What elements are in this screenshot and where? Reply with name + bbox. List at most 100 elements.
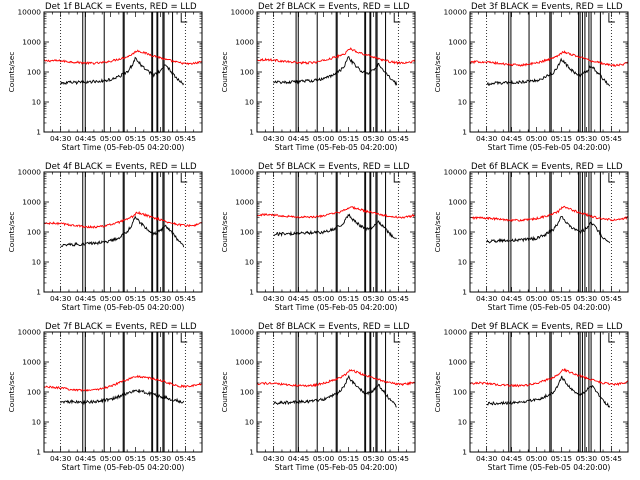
x-tick-label: 05:15 [551,134,573,143]
x-tick-label: 04:45 [75,294,97,303]
x-tick-label: 05:00 [313,294,335,303]
panel-5: Det 5f BLACK = Events, RED = LLD 1 10 100 10… [220,162,416,312]
x-tick-label: 05:00 [313,454,335,463]
x-tick-label: 05:00 [313,134,335,143]
y-tick-label: 10 [458,418,468,427]
y-tick-label: 1000 [448,38,467,47]
y-tick-label: 100 [453,388,467,397]
x-tick-label: 05:45 [388,454,410,463]
y-tick-label: 1 [36,288,41,297]
y-axis-title: Counts/sec [7,372,16,413]
y-tick-label: 10 [245,418,255,427]
panel-title: Det 4f BLACK = Events, RED = LLD [45,162,197,172]
x-tick-label: 05:45 [601,134,623,143]
panel-title: Det 1f BLACK = Events, RED = LLD [45,2,197,12]
lld-series-line [43,210,202,229]
y-tick-label: 10 [245,258,255,267]
y-tick-label: 10000 [17,328,41,337]
x-axis-title: Start Time (05-Feb-05 04:20:00) [275,143,398,152]
x-tick-label: 05:00 [100,294,122,303]
x-tick-label: 05:00 [100,134,122,143]
x-axis-title: Start Time (05-Feb-05 04:20:00) [488,303,611,312]
corner-marker [180,333,188,343]
y-tick-label: 1 [462,448,467,457]
panel-3: Det 3f BLACK = Events, RED = LLD 1 10 100 10… [433,2,629,152]
x-tick-label: 04:30 [50,454,72,463]
x-tick-label: 05:30 [150,134,172,143]
x-tick-label: 05:45 [388,134,410,143]
y-tick-label: 10 [32,258,42,267]
panel-title: Det 9f BLACK = Events, RED = LLD [471,322,623,332]
y-tick-label: 10000 [443,8,467,17]
y-tick-label: 100 [240,68,254,77]
x-tick-label: 04:45 [501,454,523,463]
y-tick-label: 100 [27,388,41,397]
x-tick-label: 05:15 [551,454,573,463]
y-tick-label: 10 [458,98,468,107]
y-tick-label: 10000 [443,168,467,177]
y-tick-label: 1000 [448,198,467,207]
corner-marker [608,173,615,183]
x-tick-label: 04:30 [263,454,285,463]
x-tick-label: 05:45 [175,134,197,143]
events-series-line [273,213,397,239]
y-tick-label: 10000 [230,168,254,177]
events-series-line [486,375,611,408]
y-tick-label: 10000 [443,328,467,337]
panel-1: Det 1f BLACK = Events, RED = LLD 1 10 100 10… [7,2,203,152]
corner-marker [180,13,188,23]
x-axis-title: Start Time (05-Feb-05 04:20:00) [62,463,185,472]
y-tick-label: 1000 [448,358,467,367]
panel-7: Det 7f BLACK = Events, RED = LLD 1 10 100 10… [7,322,203,472]
y-tick-label: 1000 [235,198,254,207]
panel-title: Det 2f BLACK = Events, RED = LLD [258,2,410,12]
lld-series-line [256,47,416,66]
x-tick-label: 05:15 [551,294,573,303]
plot-frame [469,331,629,453]
y-tick-label: 1 [462,288,467,297]
y-tick-label: 1 [249,288,254,297]
panel-title: Det 5f BLACK = Events, RED = LLD [258,162,410,172]
lld-series-line [469,205,628,223]
corner-marker [393,173,401,183]
y-tick-label: 1000 [22,358,41,367]
lld-series-line [256,369,415,388]
x-tick-label: 05:30 [363,454,385,463]
corner-marker [180,173,188,183]
x-axis-title: Start Time (05-Feb-05 04:20:00) [275,463,398,472]
y-tick-label: 1000 [22,38,41,47]
panel-6: Det 6f BLACK = Events, RED = LLD 1 10 100 10… [433,162,629,312]
x-tick-label: 05:00 [526,134,548,143]
x-tick-label: 04:45 [75,134,97,143]
x-axis-title: Start Time (05-Feb-05 04:20:00) [62,303,185,312]
y-tick-label: 1 [249,448,254,457]
y-axis-title: Counts/sec [7,212,16,253]
x-tick-label: 04:45 [288,294,310,303]
events-series-line [60,215,185,248]
y-tick-label: 1000 [22,198,41,207]
y-tick-label: 1 [249,128,254,137]
x-tick-label: 05:15 [125,134,147,143]
x-tick-label: 04:30 [263,134,285,143]
y-axis-title: Counts/sec [220,372,229,413]
y-tick-label: 1 [36,448,41,457]
y-tick-label: 10000 [230,328,254,337]
x-tick-label: 05:00 [526,294,548,303]
y-tick-label: 10000 [17,8,41,17]
lld-series-line [43,49,202,66]
panel-title: Det 7f BLACK = Events, RED = LLD [45,322,197,332]
y-axis-title: Counts/sec [220,212,229,253]
corner-marker [393,13,401,23]
x-tick-label: 04:45 [288,134,310,143]
x-tick-label: 05:30 [576,134,598,143]
x-tick-label: 05:45 [601,454,623,463]
y-tick-label: 1000 [235,358,254,367]
panel-title: Det 6f BLACK = Events, RED = LLD [471,162,623,172]
x-tick-label: 04:45 [501,294,523,303]
y-tick-label: 10 [458,258,468,267]
panel-title: Det 8f BLACK = Events, RED = LLD [258,322,410,332]
x-tick-label: 05:30 [576,294,598,303]
x-tick-label: 05:00 [526,454,548,463]
x-tick-label: 05:30 [150,454,172,463]
y-axis-title: Counts/sec [433,212,442,253]
